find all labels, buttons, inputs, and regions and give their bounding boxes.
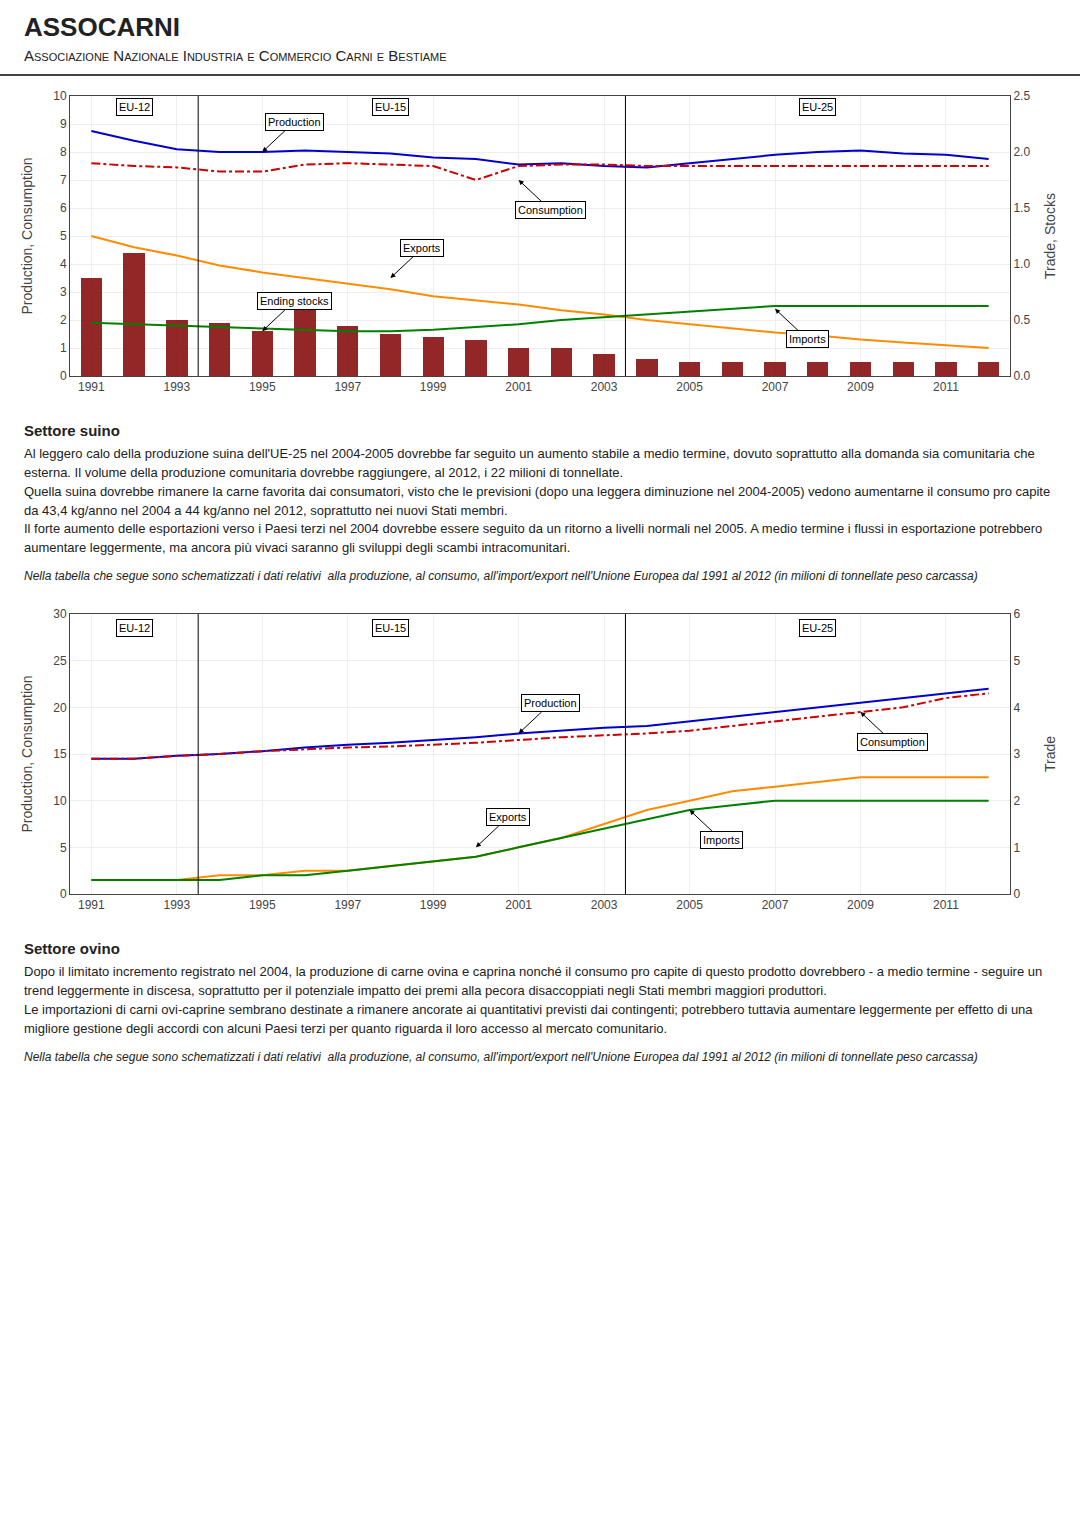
svg-text:5: 5	[1013, 654, 1020, 668]
svg-text:Production: Production	[268, 116, 321, 128]
svg-text:2: 2	[60, 313, 67, 327]
svg-text:2011: 2011	[933, 380, 959, 394]
svg-text:1997: 1997	[334, 380, 361, 394]
svg-text:2003: 2003	[591, 380, 618, 394]
svg-text:2.0: 2.0	[1013, 145, 1030, 159]
html-text:Settore ovino: Settore ovino	[24, 940, 120, 958]
svg-text:Trade, Stocks: Trade, Stocks	[1042, 193, 1058, 279]
svg-text:EU-12: EU-12	[119, 622, 150, 634]
svg-text:1997: 1997	[334, 899, 361, 913]
html-text:Settore suino: Settore suino	[24, 422, 120, 439]
html-text:Nella tabella che segue sono s: Nella tabella che segue sono schematizza…	[24, 1049, 978, 1064]
svg-text:2009: 2009	[847, 899, 874, 913]
svg-text:2005: 2005	[676, 380, 703, 394]
svg-text:Exports: Exports	[489, 811, 527, 823]
svg-text:4: 4	[1013, 701, 1020, 715]
svg-text:1.0: 1.0	[1013, 257, 1030, 271]
svg-text:2005: 2005	[676, 899, 703, 913]
svg-text:25: 25	[53, 654, 67, 668]
svg-text:4: 4	[60, 257, 67, 271]
svg-text:30: 30	[53, 607, 67, 621]
svg-text:15: 15	[53, 747, 67, 761]
svg-text:7: 7	[60, 173, 67, 187]
svg-text:1.5: 1.5	[1013, 201, 1030, 215]
svg-text:EU-15: EU-15	[375, 101, 406, 113]
svg-text:10: 10	[53, 794, 67, 808]
svg-text:1993: 1993	[163, 380, 190, 394]
svg-text:Production: Production	[524, 697, 577, 709]
svg-text:Production, Consumption: Production, Consumption	[19, 676, 35, 833]
svg-text:0.5: 0.5	[1013, 313, 1030, 327]
svg-text:Trade: Trade	[1042, 736, 1058, 772]
svg-text:5: 5	[60, 841, 67, 855]
svg-text:1995: 1995	[249, 380, 276, 394]
svg-text:Consumption: Consumption	[518, 204, 583, 216]
svg-text:1991: 1991	[78, 899, 105, 913]
svg-text:1995: 1995	[249, 899, 276, 913]
svg-text:2003: 2003	[591, 899, 618, 913]
svg-text:8: 8	[60, 145, 67, 159]
svg-text:Production, Consumption: Production, Consumption	[19, 157, 35, 314]
svg-text:3: 3	[1013, 747, 1020, 761]
svg-text:20: 20	[53, 701, 67, 715]
svg-text:9: 9	[60, 117, 67, 131]
svg-text:2011: 2011	[933, 899, 959, 913]
svg-text:2: 2	[1013, 794, 1020, 808]
svg-text:EU-15: EU-15	[375, 622, 406, 634]
html-text:Associazione Nazionale Industr: Associazione Nazionale Industria e Comme…	[24, 47, 447, 64]
svg-text:1993: 1993	[163, 899, 190, 913]
svg-text:2007: 2007	[762, 380, 789, 394]
svg-text:2001: 2001	[505, 380, 532, 394]
svg-text:Imports: Imports	[703, 834, 740, 846]
svg-text:Consumption: Consumption	[860, 736, 925, 748]
svg-text:EU-25: EU-25	[802, 622, 833, 634]
svg-text:10: 10	[53, 89, 67, 103]
html-text:Al leggero calo della produzio: Al leggero calo della produzione suina d…	[24, 446, 1054, 556]
svg-text:2007: 2007	[762, 899, 789, 913]
svg-text:5: 5	[60, 229, 67, 243]
svg-text:1: 1	[60, 341, 67, 355]
svg-text:0: 0	[60, 369, 67, 383]
svg-text:EU-12: EU-12	[119, 101, 150, 113]
svg-text:Imports: Imports	[789, 333, 826, 345]
svg-text:6: 6	[60, 201, 67, 215]
svg-text:3: 3	[60, 285, 67, 299]
svg-text:Exports: Exports	[403, 242, 441, 254]
svg-text:1: 1	[1013, 841, 1020, 855]
html-text:ASSOCARNI: ASSOCARNI	[24, 12, 180, 42]
html-text:Dopo il limitato incremento re: Dopo il limitato incremento registrato n…	[24, 964, 1046, 1036]
svg-text:0.0: 0.0	[1013, 369, 1030, 383]
svg-text:2009: 2009	[847, 380, 874, 394]
svg-text:1999: 1999	[420, 380, 447, 394]
svg-text:6: 6	[1013, 607, 1020, 621]
html-text:Nella tabella che segue sono s: Nella tabella che segue sono schematizza…	[24, 569, 978, 584]
svg-text:2.5: 2.5	[1013, 89, 1030, 103]
svg-text:0: 0	[1013, 887, 1020, 901]
svg-text:1999: 1999	[420, 899, 447, 913]
svg-text:Ending stocks: Ending stocks	[260, 295, 329, 307]
svg-text:1991: 1991	[78, 380, 105, 394]
svg-text:0: 0	[60, 887, 67, 901]
svg-text:EU-25: EU-25	[802, 101, 833, 113]
svg-text:2001: 2001	[505, 899, 532, 913]
